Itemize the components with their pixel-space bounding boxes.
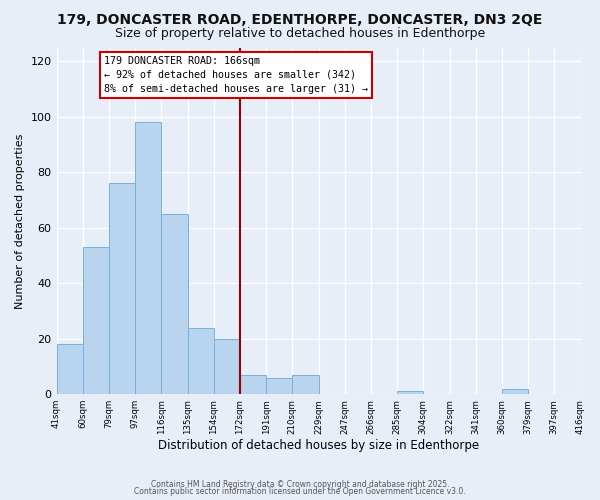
Bar [240,375,266,394]
Y-axis label: Number of detached properties: Number of detached properties [15,133,25,308]
Text: 179 DONCASTER ROAD: 166sqm
← 92% of detached houses are smaller (342)
8% of semi: 179 DONCASTER ROAD: 166sqm ← 92% of deta… [104,56,368,94]
Bar [83,247,109,394]
Text: 179, DONCASTER ROAD, EDENTHORPE, DONCASTER, DN3 2QE: 179, DONCASTER ROAD, EDENTHORPE, DONCAST… [58,12,542,26]
Bar [266,378,292,394]
Bar [135,122,161,394]
Bar [161,214,188,394]
Bar [188,328,214,394]
Text: Contains public sector information licensed under the Open Government Licence v3: Contains public sector information licen… [134,488,466,496]
Text: Size of property relative to detached houses in Edenthorpe: Size of property relative to detached ho… [115,28,485,40]
Bar [214,338,240,394]
Bar [502,388,528,394]
Bar [109,184,135,394]
Text: Contains HM Land Registry data © Crown copyright and database right 2025.: Contains HM Land Registry data © Crown c… [151,480,449,489]
Bar [397,392,424,394]
Bar [292,375,319,394]
X-axis label: Distribution of detached houses by size in Edenthorpe: Distribution of detached houses by size … [158,440,479,452]
Bar [56,344,83,394]
